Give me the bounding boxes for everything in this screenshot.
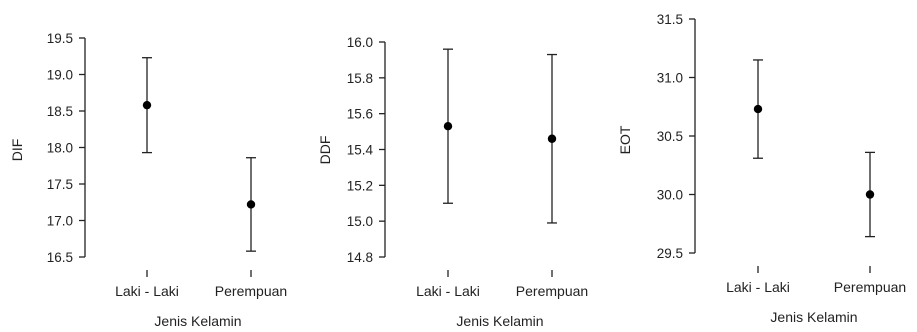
y-axis-title: DDF bbox=[317, 136, 333, 165]
y-tick-label: 19.0 bbox=[47, 68, 73, 83]
y-tick-label: 31.0 bbox=[657, 71, 683, 86]
x-tick-label: Perempuan bbox=[516, 283, 588, 299]
y-tick-label: 31.5 bbox=[657, 12, 683, 27]
mean-point bbox=[142, 100, 152, 110]
y-tick-label: 16.5 bbox=[47, 250, 73, 265]
y-tick-label: 15.2 bbox=[347, 178, 373, 193]
y-tick-label: 15.0 bbox=[347, 214, 373, 229]
y-tick-label: 30.5 bbox=[657, 129, 683, 144]
y-tick-label: 15.4 bbox=[347, 143, 374, 158]
y-tick-label: 15.6 bbox=[347, 107, 373, 122]
x-axis-title: Jenis Kelamin bbox=[770, 309, 857, 325]
y-tick-label: 15.8 bbox=[347, 71, 373, 86]
y-tick-label: 17.5 bbox=[47, 177, 73, 192]
x-tick-label: Laki - Laki bbox=[726, 279, 790, 295]
x-axis-title: Jenis Kelamin bbox=[456, 313, 543, 327]
y-tick-label: 19.5 bbox=[47, 31, 73, 46]
y-tick-label: 29.5 bbox=[657, 246, 683, 261]
x-tick-label: Perempuan bbox=[215, 283, 287, 299]
y-axis-title: EOT bbox=[617, 125, 633, 154]
y-tick-label: 16.0 bbox=[347, 35, 373, 50]
y-tick-label: 14.8 bbox=[347, 250, 373, 265]
y-tick-label: 17.0 bbox=[47, 214, 73, 229]
mean-point bbox=[753, 104, 763, 114]
mean-point bbox=[443, 122, 453, 131]
y-axis-title: DIF bbox=[9, 139, 25, 162]
mean-point bbox=[547, 134, 557, 143]
x-tick-label: Laki - Laki bbox=[115, 283, 179, 299]
mean-point bbox=[865, 190, 875, 199]
x-tick-label: Laki - Laki bbox=[416, 283, 480, 299]
x-tick-label: Perempuan bbox=[834, 279, 906, 295]
y-tick-label: 18.5 bbox=[47, 104, 73, 119]
mean-point bbox=[246, 200, 256, 209]
x-axis-title: Jenis Kelamin bbox=[154, 313, 241, 327]
y-tick-label: 18.0 bbox=[47, 141, 73, 156]
y-tick-label: 30.0 bbox=[657, 188, 683, 203]
